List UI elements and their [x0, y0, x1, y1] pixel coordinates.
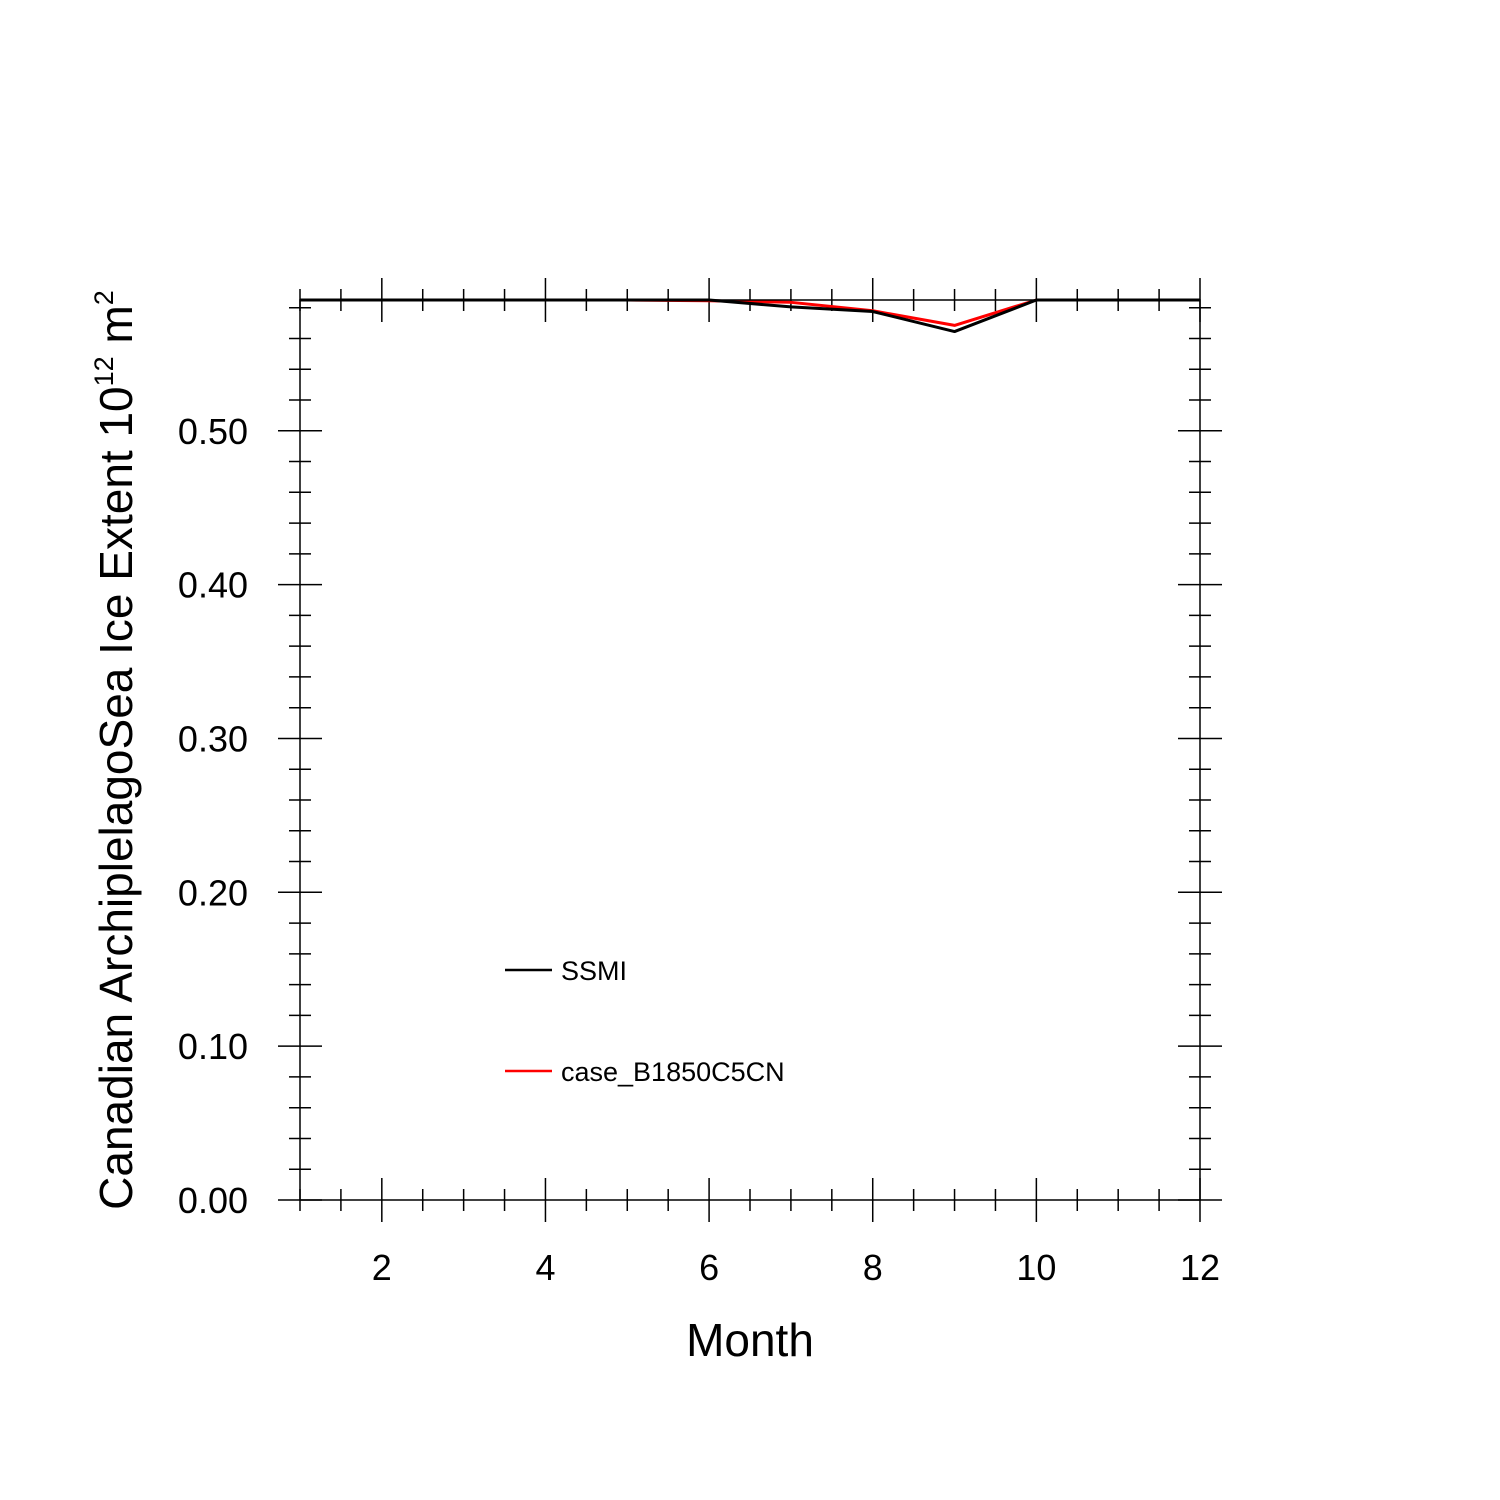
x-axis-title: Month	[686, 1314, 814, 1366]
y-axis-title: Canadian ArchiplelagoSea Ice Extent 1012…	[89, 290, 142, 1210]
legend-label-case: case_B1850C5CN	[561, 1057, 785, 1087]
x-tick-label: 4	[535, 1247, 555, 1288]
x-tick-label: 12	[1180, 1247, 1220, 1288]
x-tick-label: 2	[372, 1247, 392, 1288]
y-tick-label: 0.10	[178, 1026, 248, 1067]
series-lines	[300, 298, 1200, 334]
series-line-ssmi	[300, 298, 1200, 334]
y-tick-label: 0.40	[178, 565, 248, 606]
y-tick-label: 0.50	[178, 411, 248, 452]
x-tick-label: 6	[699, 1247, 719, 1288]
x-tick-label: 8	[863, 1247, 883, 1288]
plot-frame	[299, 299, 1201, 1201]
y-tick-label: 0.00	[178, 1180, 248, 1221]
legend: SSMI case_B1850C5CN	[505, 956, 785, 1087]
legend-label-ssmi: SSMI	[561, 956, 627, 986]
y-tick-label: 0.20	[178, 872, 248, 913]
y-tick-label: 0.30	[178, 718, 248, 759]
x-tick-label: 10	[1016, 1247, 1056, 1288]
tick-labels: 2 4 6 8 10 12 0.00 0.10 0.20 0.30 0.40 0.50	[178, 411, 1220, 1288]
